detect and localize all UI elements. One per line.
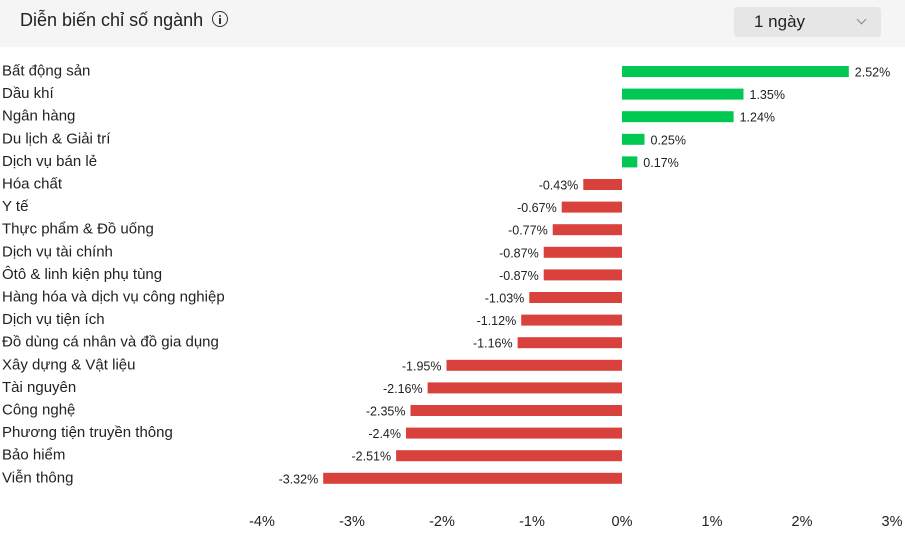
bar[interactable]	[622, 88, 744, 100]
category-label: Dịch vụ tài chính	[2, 243, 113, 260]
bar[interactable]	[543, 269, 622, 281]
category-label: Đồ dùng cá nhân và đồ gia dụng	[2, 334, 219, 351]
category-label: Dịch vụ bán lẻ	[2, 153, 97, 170]
x-tick-label: 2%	[792, 514, 813, 530]
bar[interactable]	[543, 246, 622, 258]
value-label: 0.25%	[651, 133, 686, 147]
bar[interactable]	[622, 66, 849, 77]
bar[interactable]	[529, 292, 622, 303]
bar[interactable]	[396, 450, 622, 462]
category-label: Bảo hiểm	[2, 447, 65, 464]
value-label: -1.03%	[485, 292, 525, 306]
value-label: -0.87%	[499, 269, 539, 283]
category-label: Công nghệ	[2, 402, 75, 419]
x-tick-label: 0%	[612, 514, 633, 530]
value-label: -0.87%	[499, 246, 539, 260]
value-label: -1.95%	[402, 359, 442, 373]
value-label: -2.35%	[366, 405, 406, 419]
value-label: -2.51%	[351, 450, 391, 464]
category-label: Viễn thông	[2, 469, 73, 486]
value-label: -0.77%	[508, 224, 548, 238]
period-select-value: 1 ngày	[754, 12, 806, 31]
x-tick-label: 1%	[702, 514, 723, 530]
category-label: Phương tiện truyền thông	[2, 424, 173, 441]
chart-title: Diễn biến chỉ số ngành	[20, 10, 204, 30]
category-label: Dịch vụ tiện ích	[2, 311, 105, 328]
value-label: -0.43%	[539, 179, 579, 193]
bar[interactable]	[406, 427, 622, 439]
value-label: 0.17%	[643, 156, 678, 170]
bar[interactable]	[517, 337, 622, 349]
category-label: Du lịch & Giải trí	[2, 130, 111, 147]
category-label: Thực phẩm & Đồ uống	[2, 221, 154, 238]
category-label: Bất động sản	[2, 63, 90, 80]
bar[interactable]	[446, 359, 623, 371]
info-icon[interactable]	[212, 11, 228, 27]
value-label: -2.16%	[383, 382, 423, 396]
bar[interactable]	[622, 111, 734, 123]
value-label: 2.52%	[855, 66, 890, 80]
value-label: -0.67%	[517, 201, 557, 215]
bar[interactable]	[552, 224, 622, 236]
category-label: Y tế	[2, 198, 29, 215]
category-label: Tài nguyên	[2, 379, 76, 396]
value-label: -1.16%	[473, 337, 513, 351]
x-tick-label: -1%	[519, 514, 545, 530]
period-select[interactable]: 1 ngày	[734, 7, 881, 37]
bar[interactable]	[622, 133, 645, 145]
category-label: Ôtô & linh kiện phụ tùng	[2, 266, 162, 283]
bar[interactable]	[561, 201, 622, 213]
chart-header: Diễn biến chỉ số ngành 1 ngày	[0, 0, 905, 47]
category-label: Ngân hàng	[2, 108, 75, 125]
category-label: Hóa chất	[2, 176, 63, 193]
bar[interactable]	[622, 156, 638, 168]
value-label: -1.12%	[477, 314, 517, 328]
value-label: 1.35%	[750, 88, 785, 102]
category-label: Dầu khí	[2, 85, 55, 102]
value-label: -3.32%	[279, 472, 319, 486]
bar[interactable]	[410, 405, 623, 416]
bar[interactable]	[427, 382, 622, 394]
category-label: Hàng hóa và dịch vụ công nghiệp	[2, 289, 225, 306]
category-label: Xây dựng & Vật liệu	[2, 356, 135, 373]
value-label: -2.4%	[368, 427, 401, 441]
x-tick-label: -2%	[429, 514, 455, 530]
x-tick-label: -3%	[339, 514, 365, 530]
bar[interactable]	[521, 314, 622, 326]
x-tick-label: -4%	[249, 514, 275, 530]
bar[interactable]	[583, 179, 622, 190]
value-label: 1.24%	[740, 111, 775, 125]
bar[interactable]	[323, 472, 622, 484]
x-tick-label: 3%	[882, 514, 903, 530]
